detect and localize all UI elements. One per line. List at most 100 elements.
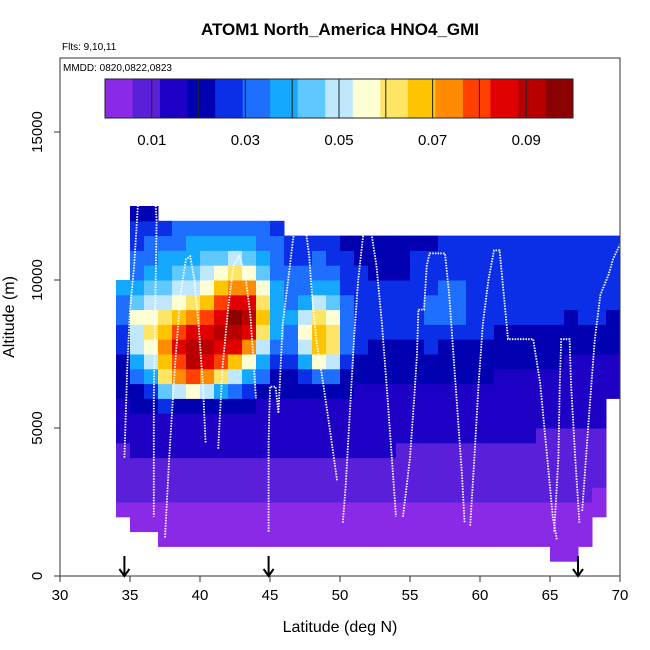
heatmap-cell (144, 294, 159, 311)
heatmap-cell (214, 354, 229, 370)
heatmap-cell (550, 280, 565, 296)
heatmap-cell (396, 457, 411, 473)
heatmap-cell (522, 531, 537, 547)
heatmap-cell (368, 531, 383, 547)
heatmap-cell (172, 413, 187, 429)
heatmap-cell (200, 339, 215, 355)
heatmap-cell (326, 398, 341, 414)
heatmap-cell (186, 442, 201, 459)
heatmap-cell (270, 442, 285, 459)
heatmap-cell (228, 250, 243, 266)
heatmap-cell (340, 309, 355, 325)
heatmap-cell (242, 250, 257, 266)
heatmap-cell (116, 502, 131, 518)
heatmap-cell (480, 250, 495, 266)
heatmap-cell (466, 516, 481, 533)
heatmap-cell (508, 516, 523, 533)
heatmap-cell (130, 487, 145, 503)
flight-track (469, 249, 558, 541)
heatmap-cell (172, 280, 187, 296)
heatmap-cell (452, 502, 467, 518)
heatmap-cell (438, 457, 453, 473)
heatmap-cell (228, 472, 243, 488)
heatmap-cell (326, 428, 341, 444)
heatmap-cell (522, 383, 537, 399)
heatmap-cell (228, 487, 243, 503)
heatmap-cell (312, 457, 327, 473)
heatmap-cell (130, 250, 145, 266)
heatmap-cell (452, 472, 467, 488)
heatmap-cell (438, 428, 453, 444)
heatmap-cell (158, 413, 173, 429)
heatmap-cell (172, 324, 187, 340)
heatmap-cell (382, 368, 397, 385)
heatmap-cell (116, 398, 131, 414)
heatmap-cell (466, 428, 481, 444)
x-tick-label: 40 (192, 587, 209, 604)
heatmap-cell (228, 280, 243, 296)
heatmap-cell (130, 368, 145, 385)
heatmap-cell (340, 428, 355, 444)
heatmap-cell (172, 442, 187, 459)
heatmap-cell (522, 428, 537, 444)
heatmap-cell (396, 428, 411, 444)
heatmap-cell (200, 516, 215, 533)
colorbar-swatch (132, 79, 161, 118)
heatmap-cell (340, 324, 355, 340)
heatmap-cell (228, 383, 243, 399)
heatmap-cell (270, 472, 285, 488)
heatmap-cell (256, 472, 271, 488)
heatmap-cell (564, 516, 579, 533)
y-tick-label: 0 (29, 572, 46, 580)
heatmap-cell (186, 472, 201, 488)
heatmap-cell (158, 428, 173, 444)
heatmap-cell (200, 428, 215, 444)
heatmap-cell (606, 324, 621, 340)
colorbar-frame (104, 78, 574, 119)
heatmap-cell (354, 368, 369, 385)
heatmap-cell (116, 309, 131, 325)
heatmap-cell (424, 250, 439, 266)
heatmap-cell (326, 324, 341, 340)
heatmap-cell (578, 457, 593, 473)
heatmap-cell (242, 309, 257, 325)
heatmap-cell (480, 339, 495, 355)
heatmap-cell (256, 502, 271, 518)
heatmap-cell (228, 324, 243, 340)
heatmap-cell (564, 398, 579, 414)
heatmap-cell (382, 487, 397, 503)
heatmap-cell (424, 265, 439, 281)
heatmap-cell (368, 516, 383, 533)
heatmap-cell (354, 280, 369, 296)
heatmap-cell (130, 457, 145, 473)
heatmap-cell (116, 487, 131, 503)
heatmap-cell (564, 309, 579, 325)
heatmap-cell (452, 294, 467, 311)
heatmap-cell (508, 354, 523, 370)
down-arrow (262, 556, 275, 578)
heatmap-cell (466, 250, 481, 266)
heatmap-cell (508, 235, 523, 251)
heatmap-cell (466, 487, 481, 503)
heatmap-cell (438, 265, 453, 281)
heatmap-cell (564, 250, 579, 266)
heatmap-cell (200, 413, 215, 429)
heatmap-cell (606, 265, 621, 281)
heatmap-cell (312, 516, 327, 533)
heatmap-cell (340, 442, 355, 459)
heatmap-cell (592, 235, 607, 251)
heatmap-cell (438, 487, 453, 503)
heatmap-cell (214, 487, 229, 503)
flight-track (402, 252, 466, 523)
heatmap-cell (536, 487, 551, 503)
heatmap-cell (382, 354, 397, 370)
heatmap-cell (354, 531, 369, 547)
heatmap-cell (326, 294, 341, 311)
heatmap-cell (242, 280, 257, 296)
heatmap-cell (186, 324, 201, 340)
heatmap-cell (200, 354, 215, 370)
heatmap-cell (312, 250, 327, 266)
heatmap-cell (536, 472, 551, 488)
flight-track (581, 244, 621, 511)
heatmap-cell (536, 383, 551, 399)
